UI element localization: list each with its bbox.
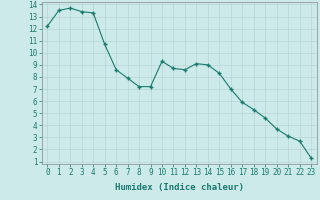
X-axis label: Humidex (Indice chaleur): Humidex (Indice chaleur) <box>115 183 244 192</box>
